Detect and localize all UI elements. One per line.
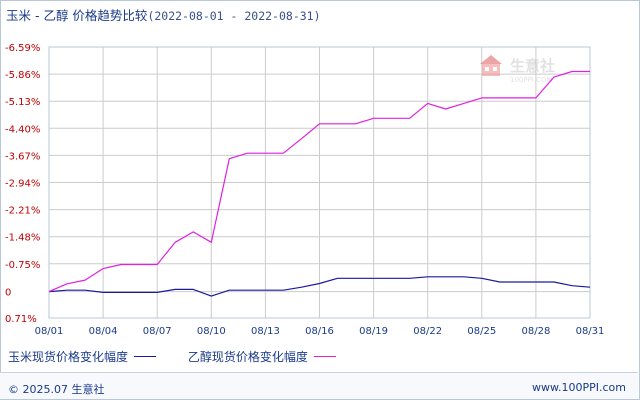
x-tick-label: 08/22: [413, 326, 442, 337]
x-tick-label: 08/10: [197, 326, 226, 337]
legend-item-ethanol: 乙醇现货价格变化幅度: [188, 348, 336, 365]
y-tick-label: -6.59%: [5, 43, 40, 54]
series-layer: [48, 70, 591, 297]
series-line-ethanol: [48, 70, 590, 293]
series-line-corn: [48, 276, 591, 297]
y-tick-label: -4.40%: [5, 124, 40, 135]
legend-swatch-ethanol: [313, 356, 336, 357]
house-logo-icon: [480, 55, 502, 76]
x-tick-label: 08/01: [35, 326, 64, 337]
legend-label-ethanol: 乙醇现货价格变化幅度: [187, 350, 308, 364]
legend: 玉米现货价格变化幅度 乙醇现货价格变化幅度: [8, 348, 364, 365]
axis-layer: 0.71% 0 -0.75% -1.48% -2.21% -2.94% -3.67% -4.4…: [5, 43, 604, 337]
watermark: 生意社 100PPI.COM: [480, 55, 555, 84]
y-tick-label: -5.13%: [5, 97, 40, 108]
y-tick-label: -1.48%: [5, 233, 40, 244]
x-tick-label: 08/16: [305, 326, 334, 337]
y-tick-label: -3.67%: [5, 151, 40, 162]
y-tick-label: 0: [5, 288, 11, 299]
y-tick-label: -0.75%: [5, 260, 40, 271]
chart-title-products: 玉米 - 乙醇 价格趋势比较: [6, 8, 148, 23]
legend-swatch-corn: [134, 356, 157, 357]
y-tick-label: -5.86%: [5, 70, 40, 81]
line-chart: 生意社 100PPI.COM 0.71% 0 -0.75% -1.48% -2.21% -…: [5, 43, 604, 337]
grid-layer: [48, 46, 591, 319]
x-tick-label: 08/25: [467, 326, 496, 337]
site-link[interactable]: www.100PPI.com: [532, 381, 626, 394]
y-tick-label: -2.94%: [5, 179, 40, 190]
copyright-text: © 2025.07 生意社: [8, 383, 105, 396]
watermark-subtext: 100PPI.COM: [510, 76, 553, 84]
x-tick-label: 08/31: [576, 326, 605, 337]
plot-border: [48, 46, 591, 319]
legend-label-corn: 玉米现货价格变化幅度: [8, 350, 129, 364]
legend-item-corn: 玉米现货价格变化幅度: [8, 348, 157, 365]
x-tick-label: 08/13: [251, 326, 280, 337]
footer: © 2025.07 生意社 www.100PPI.com: [0, 372, 638, 399]
x-tick-label: 08/07: [143, 326, 172, 337]
chart-title-range: (2022-08-01 - 2022-08-31): [147, 9, 321, 23]
x-tick-label: 08/19: [359, 326, 388, 337]
chart-title: 玉米 - 乙醇 价格趋势比较(2022-08-01 - 2022-08-31): [6, 5, 321, 24]
x-tick-label: 08/28: [521, 326, 550, 337]
y-tick-label: -2.21%: [5, 206, 40, 217]
x-tick-label: 08/04: [89, 326, 118, 337]
watermark-text: 生意社: [510, 57, 555, 75]
y-tick-label: 0.71%: [5, 314, 37, 325]
